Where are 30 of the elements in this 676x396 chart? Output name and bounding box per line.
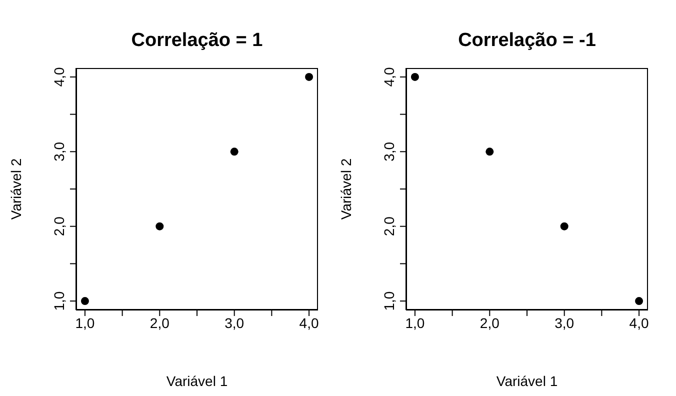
point <box>156 222 164 230</box>
x-axis-title: Variável 1 <box>496 373 558 389</box>
x-tick-label: 3,0 <box>224 314 244 331</box>
chart-title: Correlação = 1 <box>130 30 264 52</box>
point <box>230 148 238 156</box>
y-tick-label: 4,0 <box>381 67 397 87</box>
chart-title: Correlação = -1 <box>457 30 597 52</box>
x-tick-label: 1,0 <box>75 314 95 331</box>
y-axis-title: Variável 2 <box>8 158 24 220</box>
y-tick-label: 3,0 <box>381 142 397 162</box>
y-axis-title: Variável 2 <box>338 158 354 220</box>
x-tick-label: 3,0 <box>554 314 574 331</box>
point <box>410 72 419 81</box>
point <box>80 297 89 306</box>
y-tick-label: 3,0 <box>51 142 67 162</box>
x-tick-label: 2,0 <box>150 314 170 331</box>
x-tick-label: 4,0 <box>629 314 649 331</box>
x-axis-title: Variável 1 <box>166 373 228 389</box>
x-tick-label: 4,0 <box>299 314 319 331</box>
point <box>305 72 314 81</box>
x-tick-label: 1,0 <box>405 314 425 331</box>
y-tick-label: 4,0 <box>51 67 67 87</box>
x-tick-label: 2,0 <box>480 314 500 331</box>
y-tick-label: 1,0 <box>381 291 397 311</box>
y-tick-label: 2,0 <box>51 216 67 236</box>
point <box>486 148 494 156</box>
point <box>560 222 568 230</box>
y-tick-label: 2,0 <box>381 216 397 236</box>
point <box>635 297 644 306</box>
y-tick-label: 1,0 <box>51 291 67 311</box>
